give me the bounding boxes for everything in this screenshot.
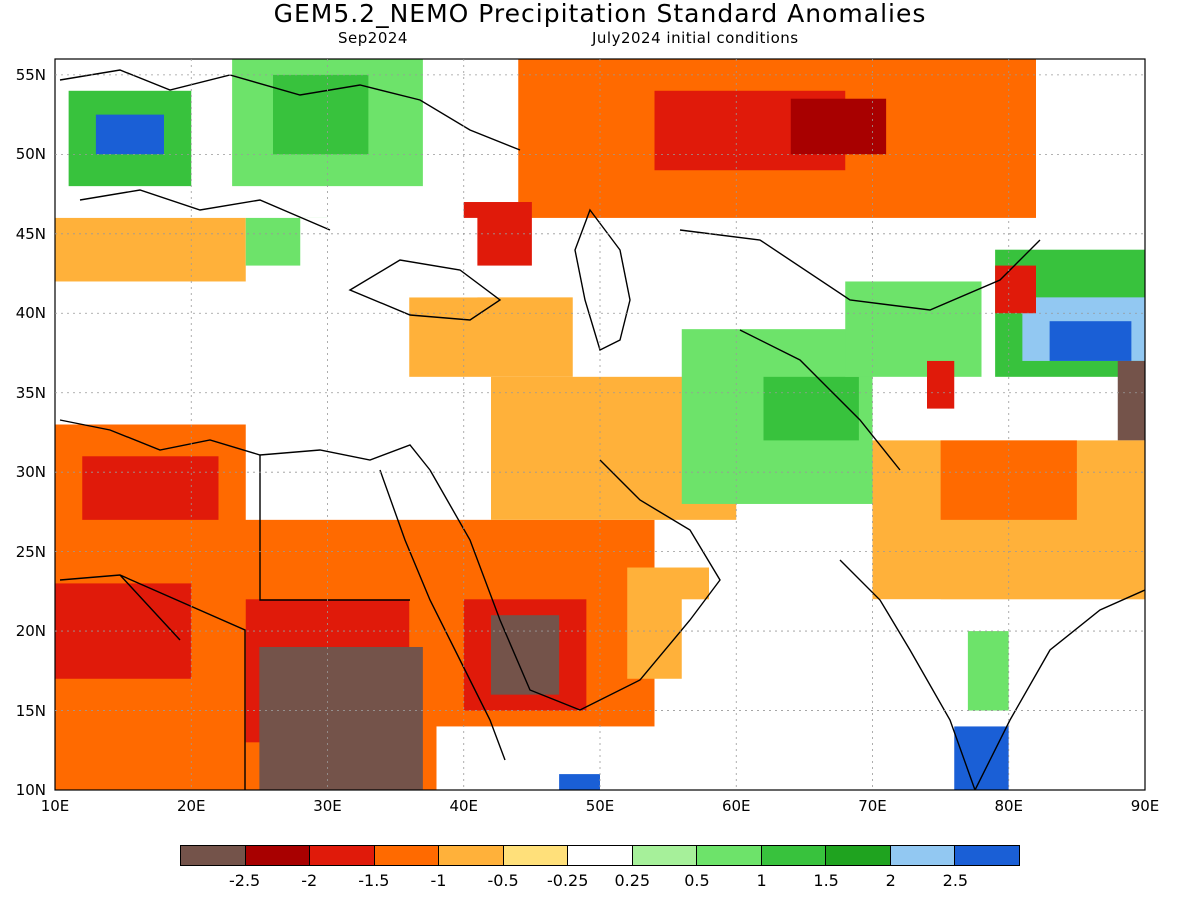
coast-black-sea [348, 259, 502, 321]
anomaly-region-20 [491, 615, 560, 695]
border-europe [59, 69, 521, 231]
lat-tick-label: 45N [15, 224, 46, 243]
colorbar-swatch [568, 846, 633, 865]
ocean-area-1 [1008, 615, 1145, 790]
lon-tick-label: 50E [585, 797, 615, 815]
country-borders [59, 69, 1146, 791]
anomaly-region-11 [409, 297, 573, 377]
colorbar-tick-label: -0.25 [546, 871, 589, 890]
anomaly-region-33 [954, 726, 1009, 790]
coast-red-sea [379, 469, 506, 761]
lat-tick-label: 30N [15, 463, 46, 482]
colorbar [180, 845, 1020, 866]
lon-tick-label: 80E [994, 797, 1024, 815]
lon-tick-label: 90E [1130, 797, 1160, 815]
initial-conditions: July2024 initial conditions [592, 29, 799, 47]
border-central-asia [679, 229, 1041, 471]
forecast-month: Sep2024 [338, 29, 408, 47]
anomaly-region-13 [82, 456, 219, 520]
colorbar-swatch [890, 846, 956, 865]
colorbar-tick-label: 1.5 [813, 871, 839, 890]
ocean-area-0 [681, 599, 941, 790]
colorbar-tick-label: -2 [301, 871, 318, 890]
anomaly-region-34 [559, 774, 600, 790]
colorbar-tick-label: 1 [756, 871, 767, 890]
lon-tick-label: 60E [721, 797, 751, 815]
anomaly-region-3 [790, 98, 887, 155]
lon-tick-label: 10E [40, 797, 70, 815]
lat-tick-label: 50N [15, 145, 46, 164]
ocean-area-4 [55, 360, 192, 425]
colorbar-tick-label: -1 [430, 871, 447, 890]
colorbar-swatch [181, 846, 246, 865]
colorbar-swatch [503, 846, 569, 865]
colorbar-swatch [826, 846, 891, 865]
lon-tick-label: 30E [313, 797, 342, 815]
lat-tick-label: 20N [15, 622, 46, 641]
anomaly-region-5 [95, 114, 164, 155]
chart-title: GEM5.2_NEMO Precipitation Standard Anoma… [273, 0, 927, 28]
anomaly-region-28 [1049, 321, 1132, 361]
colorbar-tick-label: 0.25 [614, 871, 651, 890]
colorbar-swatch [374, 846, 440, 865]
ocean-area-3 [300, 217, 478, 298]
anomaly-field [55, 59, 1145, 790]
anomaly-region-8 [55, 217, 246, 282]
lon-tick-label: 20E [176, 797, 206, 815]
anomaly-region-7 [273, 74, 369, 155]
anomaly-region-36 [995, 265, 1036, 314]
anomaly-region-25 [845, 281, 982, 377]
coast-india [839, 559, 1146, 791]
lat-tick-label: 40N [15, 304, 46, 323]
colorbar-tick-label: 2.5 [942, 871, 969, 890]
border-africa-interior [59, 455, 410, 790]
anomaly-region-29 [1117, 360, 1145, 441]
colorbar-tick-label: 0.5 [684, 871, 710, 890]
ocean-area-2 [245, 360, 355, 409]
colorbar-tick-label: 2 [885, 871, 896, 890]
coast-arabia [429, 459, 721, 711]
colorbar-swatch [955, 846, 1019, 865]
colorbar-swatch [439, 846, 504, 865]
graticule [55, 59, 1145, 790]
lat-tick-label: 15N [15, 701, 46, 720]
colorbar-tick-label: -2.5 [229, 871, 261, 890]
colorbar-swatch [310, 846, 375, 865]
colorbar-tick-label: -0.5 [487, 871, 519, 890]
colorbar-swatch [632, 846, 698, 865]
anomaly-region-17 [259, 646, 423, 790]
lat-tick-label: 35N [15, 383, 46, 402]
lon-tick-label: 70E [858, 797, 887, 815]
anomaly-region-14 [55, 583, 192, 679]
lat-tick-label: 55N [15, 65, 46, 84]
colorbar-swatch [245, 846, 311, 865]
coast-caspian [574, 208, 631, 351]
lat-tick-label: 25N [15, 542, 46, 561]
lat-tick-label: 10N [15, 781, 46, 799]
anomaly-region-32 [967, 631, 1009, 711]
colorbar-swatch [761, 846, 827, 865]
anomaly-region-35 [927, 360, 955, 409]
colorbar-swatch [697, 846, 762, 865]
lon-tick-label: 40E [449, 797, 479, 815]
colorbar-tick-label: -1.5 [358, 871, 390, 890]
anomaly-region-24 [763, 376, 859, 441]
